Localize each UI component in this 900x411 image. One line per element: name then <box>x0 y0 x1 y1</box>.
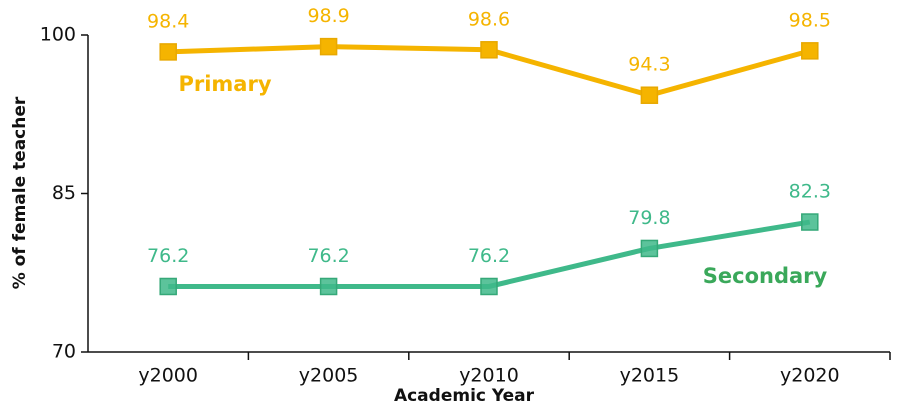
series-marker <box>319 277 338 296</box>
data-label: 98.5 <box>789 9 831 31</box>
data-label: 76.2 <box>147 245 189 267</box>
x-tick-label: y2000 <box>138 365 198 387</box>
data-label: 76.2 <box>468 245 510 267</box>
x-tick-label: y2005 <box>299 365 359 387</box>
series-marker <box>640 86 659 104</box>
data-label: 79.8 <box>628 207 670 229</box>
series-marker <box>801 42 819 60</box>
y-tick-label: 70 <box>52 341 76 363</box>
x-tick-label: y2020 <box>780 365 840 387</box>
series-marker <box>319 37 338 56</box>
series-marker <box>159 43 177 61</box>
data-label: 98.6 <box>468 8 510 30</box>
series-marker <box>640 239 659 258</box>
data-label: 94.3 <box>628 54 670 76</box>
y-tick-label: 100 <box>40 24 76 46</box>
x-tick-label: y2010 <box>459 365 519 387</box>
series-marker <box>159 277 177 296</box>
data-label: 82.3 <box>789 181 831 203</box>
series-name: Primary <box>178 72 271 96</box>
y-axis-label: % of female teacher <box>10 96 30 289</box>
data-label: 98.9 <box>307 5 349 27</box>
series-name: Secondary <box>703 264 828 288</box>
series-marker <box>480 41 498 59</box>
data-label: 98.4 <box>147 10 189 32</box>
series-marker <box>480 277 498 296</box>
x-axis-label: Academic Year <box>394 386 535 406</box>
x-tick-label: y2015 <box>620 365 680 387</box>
series-marker <box>801 213 819 231</box>
data-label: 76.2 <box>307 245 349 267</box>
y-tick-label: 85 <box>52 182 76 204</box>
